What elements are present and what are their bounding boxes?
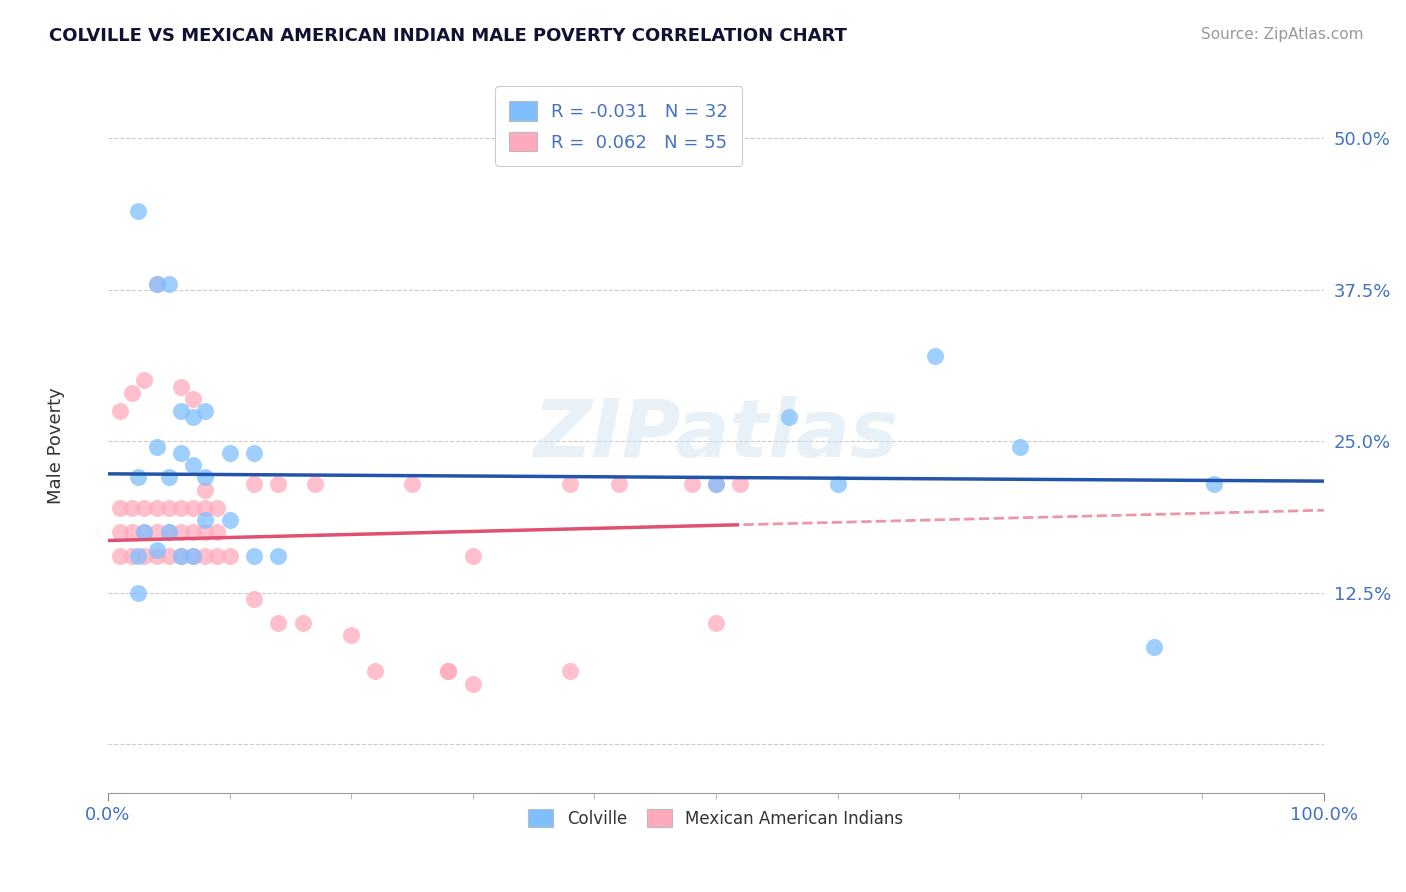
Text: Source: ZipAtlas.com: Source: ZipAtlas.com — [1201, 27, 1364, 42]
Point — [461, 549, 484, 564]
Point — [207, 500, 229, 515]
Point — [194, 483, 217, 497]
Point — [1204, 476, 1226, 491]
Point — [134, 500, 156, 515]
Point — [267, 615, 290, 630]
Point — [267, 549, 290, 564]
Point — [121, 500, 143, 515]
Point — [243, 549, 266, 564]
Point — [681, 476, 703, 491]
Point — [170, 549, 193, 564]
Point — [170, 379, 193, 393]
Point — [207, 524, 229, 539]
Point — [181, 524, 204, 539]
Point — [558, 476, 581, 491]
Point — [181, 549, 204, 564]
Point — [304, 476, 326, 491]
Text: COLVILLE VS MEXICAN AMERICAN INDIAN MALE POVERTY CORRELATION CHART: COLVILLE VS MEXICAN AMERICAN INDIAN MALE… — [49, 27, 846, 45]
Point — [218, 549, 240, 564]
Point — [291, 615, 314, 630]
Point — [170, 446, 193, 460]
Point — [134, 524, 156, 539]
Point — [730, 476, 752, 491]
Point — [134, 524, 156, 539]
Point — [108, 500, 131, 515]
Point — [194, 524, 217, 539]
Point — [1143, 640, 1166, 655]
Point — [145, 543, 167, 558]
Point — [108, 549, 131, 564]
Point — [127, 470, 149, 484]
Point — [121, 385, 143, 400]
Point — [704, 476, 727, 491]
Point — [194, 404, 217, 418]
Legend: Colville, Mexican American Indians: Colville, Mexican American Indians — [522, 803, 910, 834]
Point — [243, 446, 266, 460]
Point — [364, 665, 387, 679]
Point — [243, 591, 266, 606]
Point — [157, 549, 180, 564]
Point — [157, 524, 180, 539]
Point — [108, 404, 131, 418]
Text: Male Poverty: Male Poverty — [48, 388, 65, 504]
Point — [127, 585, 149, 599]
Point — [778, 409, 800, 424]
Text: ZIPatlas: ZIPatlas — [533, 396, 898, 474]
Point — [134, 549, 156, 564]
Point — [558, 665, 581, 679]
Point — [243, 476, 266, 491]
Point — [194, 470, 217, 484]
Point — [704, 615, 727, 630]
Point — [145, 277, 167, 291]
Point — [218, 513, 240, 527]
Point — [704, 476, 727, 491]
Point — [157, 470, 180, 484]
Point — [181, 392, 204, 406]
Point — [340, 628, 363, 642]
Point — [194, 549, 217, 564]
Point — [145, 524, 167, 539]
Point — [170, 524, 193, 539]
Point — [145, 277, 167, 291]
Point — [207, 549, 229, 564]
Point — [924, 349, 946, 363]
Point — [1008, 440, 1031, 454]
Point — [181, 549, 204, 564]
Point — [127, 549, 149, 564]
Point — [401, 476, 423, 491]
Point — [194, 500, 217, 515]
Point — [607, 476, 630, 491]
Point — [181, 458, 204, 473]
Point — [437, 665, 460, 679]
Point — [181, 409, 204, 424]
Point — [134, 374, 156, 388]
Point — [121, 524, 143, 539]
Point — [218, 446, 240, 460]
Point — [170, 404, 193, 418]
Point — [170, 549, 193, 564]
Point — [461, 676, 484, 690]
Point — [827, 476, 849, 491]
Point — [157, 277, 180, 291]
Point — [170, 500, 193, 515]
Point — [145, 440, 167, 454]
Point — [194, 513, 217, 527]
Point — [108, 524, 131, 539]
Point — [121, 549, 143, 564]
Point — [267, 476, 290, 491]
Point — [145, 500, 167, 515]
Point — [157, 524, 180, 539]
Point — [157, 500, 180, 515]
Point — [145, 549, 167, 564]
Point — [127, 203, 149, 218]
Point — [437, 665, 460, 679]
Point — [181, 500, 204, 515]
